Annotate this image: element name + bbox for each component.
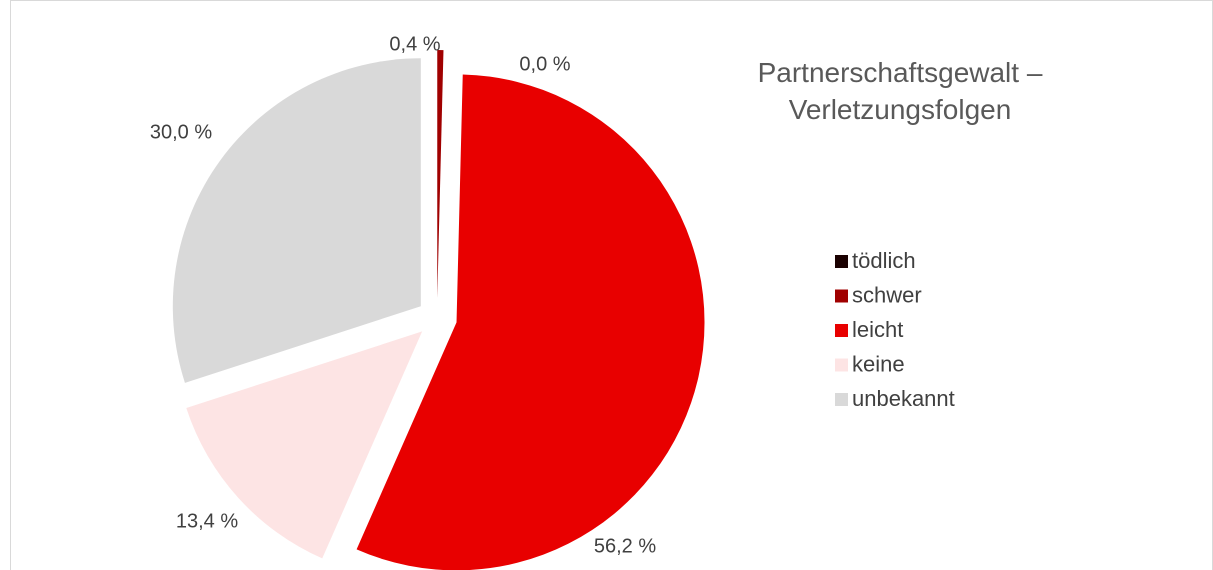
pie-slice <box>437 50 444 299</box>
data-label: 56,2 % <box>594 535 656 557</box>
data-label: 13,4 % <box>176 510 238 532</box>
pie-slice <box>186 331 423 559</box>
pie-slice <box>356 74 705 570</box>
legend-label: unbekannt <box>852 386 955 411</box>
legend-label: schwer <box>852 282 922 307</box>
data-label: 0,4 % <box>389 33 440 55</box>
legend-swatch <box>835 393 848 406</box>
legend-label: tödlich <box>852 248 916 273</box>
legend-label: keine <box>852 351 905 376</box>
pie-slice <box>172 58 421 383</box>
legend-label: leicht <box>852 317 903 342</box>
legend-swatch <box>835 358 848 372</box>
data-label: 0,0 % <box>519 53 570 75</box>
legend-swatch <box>835 255 848 268</box>
legend-swatch <box>835 289 848 303</box>
data-label: 30,0 % <box>150 121 212 143</box>
chart-title: Partnerschaftsgewalt – Verletzungsfolgen <box>758 57 1043 125</box>
legend-swatch <box>835 324 848 337</box>
